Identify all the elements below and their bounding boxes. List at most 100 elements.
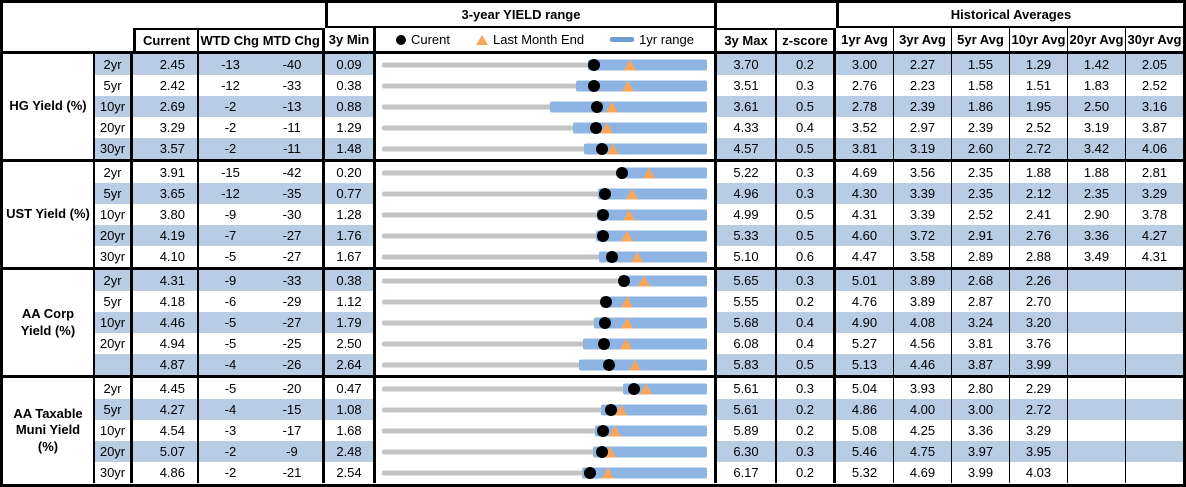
max-3y-cell: 5.10 [717,246,777,267]
zscore-cell: 0.5 [777,204,836,225]
avg-1yr-cell: 4.76 [836,291,894,312]
wtd-chg-cell: -5 [199,312,262,333]
avg-1yr-cell: 3.52 [836,117,894,138]
current-cell: 3.57 [133,138,199,159]
zscore-cell: 0.4 [777,117,836,138]
avg-5yr-cell: 1.55 [952,54,1010,75]
zscore-cell: 0.3 [777,378,836,399]
avg-20yr-cell [1068,291,1126,312]
avg-10yr-cell: 1.95 [1010,96,1068,117]
avg-30yr-cell: 3.87 [1141,120,1168,135]
avg-3yr-cell: 4.00 [894,399,952,420]
avg-30yr-cell: 4.31 [1141,249,1168,264]
wtd-chg-cell: -5 [224,381,237,396]
legend-1yr-range-label: 1yr range [639,32,694,47]
avg-1yr-cell: 4.31 [836,204,894,225]
min-3y-cell: 1.67 [325,246,376,267]
avg-20yr-cell: 3.49 [1068,246,1126,267]
current-marker [600,295,613,308]
legend-item-last-month-end: Last Month End [476,32,584,47]
avg-20yr-cell: 3.42 [1068,138,1126,159]
table-row: 2yr 4.45 -5 -20 0.47 5.61 0.3 5.04 3.93 2.80 2.29 [95,378,1183,399]
tenor-cell: 5yr [95,291,133,312]
avg-1yr-cell: 5.32 [836,462,894,483]
avg-1yr-cell: 4.47 [836,246,894,267]
3y-range-bar [382,104,707,109]
min-3y-cell: 1.76 [325,225,376,246]
1y-range-bar [600,404,707,415]
max-3y-cell: 3.70 [717,54,777,75]
group-label: UST Yield (%) [3,162,95,267]
avg-30yr-cell [1126,399,1183,420]
zscore-cell: 0.3 [777,183,836,204]
current-marker [588,58,601,71]
avg-10yr-cell: 2.52 [1010,117,1068,138]
min-3y-cell: 1.79 [325,312,376,333]
avg-3yr-cell: 4.08 [894,312,952,333]
column-header-zscore: z-score [777,28,836,51]
avg-20yr-cell: 2.35 [1068,183,1126,204]
tenor-cell: 30yr [95,246,133,267]
min-3y-cell: 0.38 [325,75,376,96]
1y-range-bar [583,143,707,154]
avg-30yr-cell: 3.78 [1141,207,1168,222]
last-month-end-marker [606,101,619,112]
avg-30yr-cell: 2.52 [1141,78,1168,93]
avg-20yr-cell [1068,333,1126,354]
avg-5yr-cell: 3.24 [952,312,1010,333]
avg-30yr-cell [1126,333,1183,354]
wtd-chg-cell: -2 [224,465,237,480]
current-cell: 3.80 [133,204,199,225]
range-chart [376,270,717,291]
max-3y-cell: 5.55 [717,291,777,312]
avg-10yr-cell: 3.99 [1010,354,1068,375]
avg-3yr-cell: 2.97 [894,117,952,138]
avg-5yr-cell: 3.81 [952,333,1010,354]
3y-range-bar [382,125,707,130]
avg-1yr-cell: 3.00 [836,54,894,75]
1y-range-bar [619,275,707,286]
avg-20yr-cell [1068,270,1126,291]
range-chart [376,162,717,183]
min-3y-cell: 2.64 [325,354,376,375]
current-cell: 3.29 [133,117,199,138]
max-3y-cell: 5.68 [717,312,777,333]
3y-range-bar [382,299,707,304]
current-marker [596,208,609,221]
3y-range-bar [382,278,707,283]
3y-range-bar [382,83,707,88]
min-3y-cell: 0.47 [325,378,376,399]
3y-range-bar [382,170,707,175]
zscore-cell: 0.5 [777,225,836,246]
table-row: 5yr 3.65 -12 -35 0.77 4.96 0.3 4.30 3.39 2.35 2.12… [95,183,1183,204]
avg-10yr-cell: 3.29 [1010,420,1068,441]
mtd-chg-cell: -17 [262,420,325,441]
current-marker [583,466,596,479]
avg-5yr-cell: 3.00 [952,399,1010,420]
historical-averages-title: Historical Averages [836,3,1183,28]
avg-5yr-cell: 3.99 [952,462,1010,483]
max-3y-cell: 3.61 [717,96,777,117]
last-month-end-marker [609,425,622,436]
tenor-cell: 10yr [95,312,133,333]
range-chart [376,378,717,399]
wtd-chg-cell: -2 [199,138,262,159]
current-marker [603,358,616,371]
header-row-columns: Current WTD Chg MTD Chg 3y Min Curent La… [3,28,1183,51]
avg-30yr-cell [1126,291,1183,312]
1y-range-bar [594,317,707,328]
range-chart [376,399,717,420]
wtd-chg-cell: -15 [221,165,240,180]
mtd-chg-cell: -30 [262,204,325,225]
range-chart [376,183,717,204]
zscore-cell: 0.5 [777,96,836,117]
wtd-chg-cell: -2 [224,120,237,135]
avg-3yr-cell: 4.69 [894,462,952,483]
avg-3yr-cell: 3.89 [894,270,952,291]
mtd-chg-cell: -13 [262,96,325,117]
table-row: 20yr 5.07 -2 -9 2.48 6.30 0.3 5.46 4.75 3.97 3.95 [95,441,1183,462]
last-month-end-marker [601,122,614,133]
tenor-cell: 20yr [95,117,133,138]
tenor-cell: 20yr [95,225,133,246]
avg-10yr-cell: 2.88 [1010,246,1068,267]
